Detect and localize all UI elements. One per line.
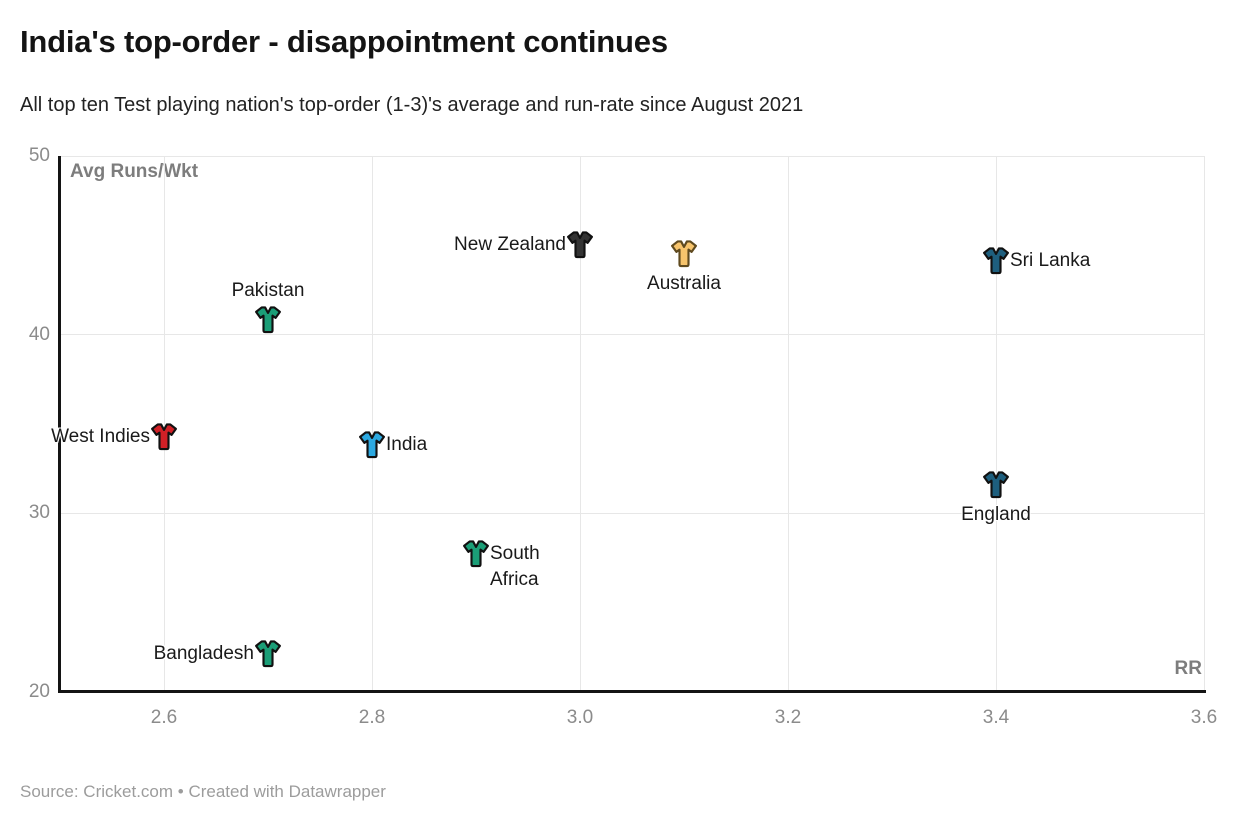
gridline-x: [787, 156, 789, 691]
gridline-x: [1203, 156, 1205, 691]
y-tick-label: 20: [28, 681, 50, 702]
label-bangladesh: Bangladesh: [153, 643, 254, 665]
marker-bangladesh[interactable]: [253, 639, 283, 669]
jersey-icon: [359, 431, 385, 459]
jersey-icon: [671, 240, 697, 268]
y-tick-label: 50: [28, 145, 50, 166]
marker-new-zealand[interactable]: [565, 230, 595, 260]
label-pakistan: Pakistan: [231, 280, 305, 302]
gridline-y: [60, 155, 1204, 157]
x-axis-title: RR: [1174, 658, 1202, 679]
marker-west-indies[interactable]: [149, 422, 179, 452]
y-axis-title: Avg Runs/Wkt: [70, 161, 199, 182]
gridline-y: [60, 334, 1204, 336]
label-west-indies: West Indies: [51, 425, 150, 447]
x-tick-label: 3.2: [774, 707, 802, 728]
x-tick-label: 2.6: [150, 707, 178, 728]
source-line: Source: Cricket.com • Created with Dataw…: [20, 782, 386, 801]
gridline-x: [995, 156, 997, 691]
jersey-icon: [567, 231, 593, 259]
jersey-icon: [255, 640, 281, 668]
chart-title: India's top-order - disappointment conti…: [20, 24, 668, 59]
gridline-x: [579, 156, 581, 691]
marker-sri-lanka[interactable]: [981, 246, 1011, 276]
plot-area: Avg Runs/Wkt RR 2.6 2.8 3.0 3.2 3.4 3.6 20 30 40…: [28, 145, 1218, 728]
marker-south-africa[interactable]: [461, 539, 491, 569]
jersey-icon: [983, 247, 1009, 275]
jersey-icon: [151, 422, 177, 450]
y-tick-label: 40: [28, 323, 50, 345]
label-india: India: [386, 434, 428, 456]
gridline-y: [60, 512, 1204, 514]
label-line: Africa: [490, 569, 539, 591]
marker-india[interactable]: [357, 430, 387, 460]
y-tick-label: 30: [28, 502, 50, 524]
jersey-icon: [255, 306, 281, 334]
marker-england[interactable]: [981, 470, 1011, 500]
gridline-x: [371, 156, 373, 691]
x-tick-label: 3.4: [982, 707, 1010, 728]
label-south-africa: South Africa: [490, 541, 540, 593]
x-tick-label: 3.6: [1190, 707, 1218, 728]
jersey-icon: [983, 471, 1009, 498]
marker-australia[interactable]: [669, 239, 699, 269]
label-australia: Australia: [647, 273, 721, 295]
label-line: South: [490, 543, 540, 565]
marker-pakistan[interactable]: [253, 305, 283, 335]
x-tick-label: 2.8: [358, 707, 386, 728]
y-axis-line: [58, 156, 61, 692]
label-england: England: [961, 503, 1031, 525]
label-sri-lanka: Sri Lanka: [1010, 250, 1091, 272]
gridline-x: [163, 156, 165, 691]
label-new-zealand: New Zealand: [454, 234, 566, 256]
jersey-icon: [463, 540, 489, 568]
x-axis-line: [58, 690, 1206, 693]
x-tick-label: 3.0: [566, 707, 594, 728]
chart-subtitle: All top ten Test playing nation's top-or…: [20, 94, 804, 116]
